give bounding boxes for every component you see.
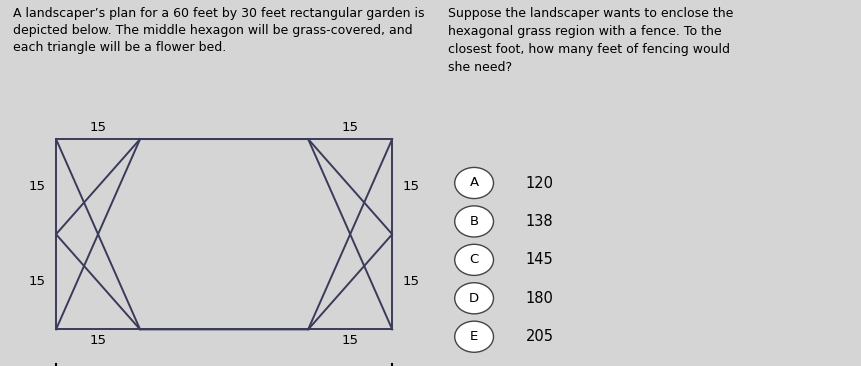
Text: D: D bbox=[468, 292, 479, 305]
Text: 15: 15 bbox=[28, 275, 46, 288]
Text: Suppose the landscaper wants to enclose the
hexagonal grass region with a fence.: Suppose the landscaper wants to enclose … bbox=[448, 7, 733, 74]
Text: 205: 205 bbox=[525, 329, 553, 344]
Text: A: A bbox=[469, 176, 478, 190]
Text: A landscaper’s plan for a 60 feet by 30 feet rectangular garden is
depicted belo: A landscaper’s plan for a 60 feet by 30 … bbox=[13, 7, 424, 54]
Ellipse shape bbox=[455, 206, 492, 237]
Text: 15: 15 bbox=[341, 334, 358, 347]
Text: 15: 15 bbox=[28, 180, 46, 193]
Text: 138: 138 bbox=[525, 214, 553, 229]
Text: 15: 15 bbox=[403, 275, 419, 288]
Text: 15: 15 bbox=[403, 180, 419, 193]
Text: E: E bbox=[469, 330, 478, 343]
Text: C: C bbox=[469, 253, 478, 266]
Ellipse shape bbox=[455, 244, 492, 275]
Text: 145: 145 bbox=[525, 253, 553, 267]
Text: 15: 15 bbox=[90, 120, 107, 134]
Text: 180: 180 bbox=[525, 291, 553, 306]
Text: 15: 15 bbox=[90, 334, 107, 347]
Ellipse shape bbox=[455, 283, 492, 314]
Text: 15: 15 bbox=[341, 120, 358, 134]
Ellipse shape bbox=[455, 321, 492, 352]
Ellipse shape bbox=[455, 168, 492, 198]
Text: B: B bbox=[469, 215, 478, 228]
Text: 120: 120 bbox=[525, 176, 553, 190]
